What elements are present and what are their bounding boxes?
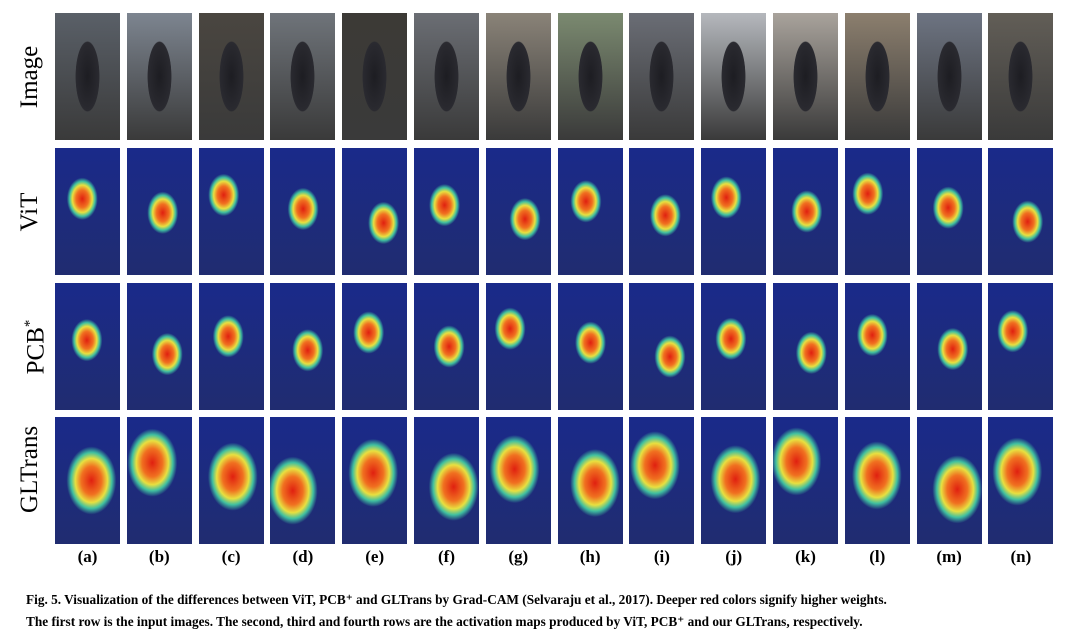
row-label: ViT — [16, 180, 43, 244]
column-label: (d) — [292, 547, 314, 566]
row-label: GLTrans — [16, 426, 43, 513]
column-label: (m) — [936, 547, 962, 566]
column-label: (k) — [795, 547, 816, 566]
activation-map — [844, 417, 910, 544]
column-label: (a) — [77, 547, 98, 566]
column-label: (i) — [653, 547, 670, 566]
input-image — [844, 13, 910, 140]
activation-map — [773, 283, 838, 410]
activation-map — [701, 417, 767, 544]
column-label: (g) — [508, 547, 529, 566]
activation-map — [629, 417, 695, 544]
activation-map — [773, 417, 838, 544]
row-label: Image — [16, 45, 43, 109]
activation-map — [485, 283, 551, 410]
activation-map — [198, 417, 264, 544]
activation-map — [126, 417, 192, 544]
input-image — [126, 13, 192, 140]
input-image — [198, 13, 264, 140]
row-label-text: ViT — [16, 192, 43, 232]
activation-map — [414, 148, 479, 275]
input-image — [916, 13, 982, 140]
activation-map — [270, 417, 336, 544]
caption-line: The first row is the input images. The s… — [26, 614, 863, 629]
activation-map — [557, 283, 623, 410]
activation-map — [414, 283, 479, 410]
column-label: (b) — [148, 547, 170, 566]
activation-map — [844, 148, 910, 275]
activation-map — [55, 417, 120, 544]
input-image — [55, 13, 120, 140]
input-image — [414, 13, 479, 140]
caption-line: Fig. 5. Visualization of the differences… — [26, 592, 887, 607]
column-label: (j) — [725, 547, 743, 566]
column-label: (n) — [1010, 547, 1032, 566]
activation-map — [485, 148, 551, 275]
activation-map — [916, 417, 982, 544]
input-image — [557, 13, 623, 140]
activation-map — [55, 283, 120, 410]
activation-map — [773, 148, 838, 275]
activation-map — [557, 148, 623, 275]
activation-map — [988, 283, 1054, 410]
input-image — [988, 13, 1054, 140]
row-label-sup: * — [22, 319, 38, 328]
activation-map — [557, 417, 623, 544]
activation-map — [342, 417, 408, 544]
input-image — [270, 13, 336, 140]
activation-map — [342, 148, 408, 275]
row-label-text: Image — [16, 45, 43, 109]
input-image — [629, 13, 695, 140]
input-image — [773, 13, 838, 140]
activation-map — [270, 283, 336, 410]
input-image — [701, 13, 767, 140]
column-label: (c) — [221, 547, 241, 566]
row-label-text: PCB — [22, 327, 50, 375]
row-label: PCB* — [18, 315, 49, 379]
activation-map — [701, 148, 767, 275]
column-label: (l) — [869, 547, 886, 566]
activation-map — [701, 283, 767, 410]
input-image — [342, 13, 408, 140]
activation-map — [988, 417, 1054, 544]
column-label: (e) — [365, 547, 385, 566]
activation-map — [126, 283, 192, 410]
row-label-text: GLTrans — [16, 425, 43, 513]
activation-map — [629, 283, 695, 410]
activation-map — [342, 283, 408, 410]
activation-map — [198, 148, 264, 275]
activation-map — [414, 417, 479, 544]
activation-map — [916, 283, 982, 410]
column-label: (h) — [579, 547, 601, 566]
activation-map — [629, 148, 695, 275]
activation-map — [844, 283, 910, 410]
activation-map — [198, 283, 264, 410]
activation-map — [485, 417, 551, 544]
activation-map — [988, 148, 1054, 275]
activation-map — [916, 148, 982, 275]
input-image — [485, 13, 551, 140]
activation-map — [55, 148, 120, 275]
activation-map — [126, 148, 192, 275]
column-label: (f) — [438, 547, 455, 566]
activation-map — [270, 148, 336, 275]
